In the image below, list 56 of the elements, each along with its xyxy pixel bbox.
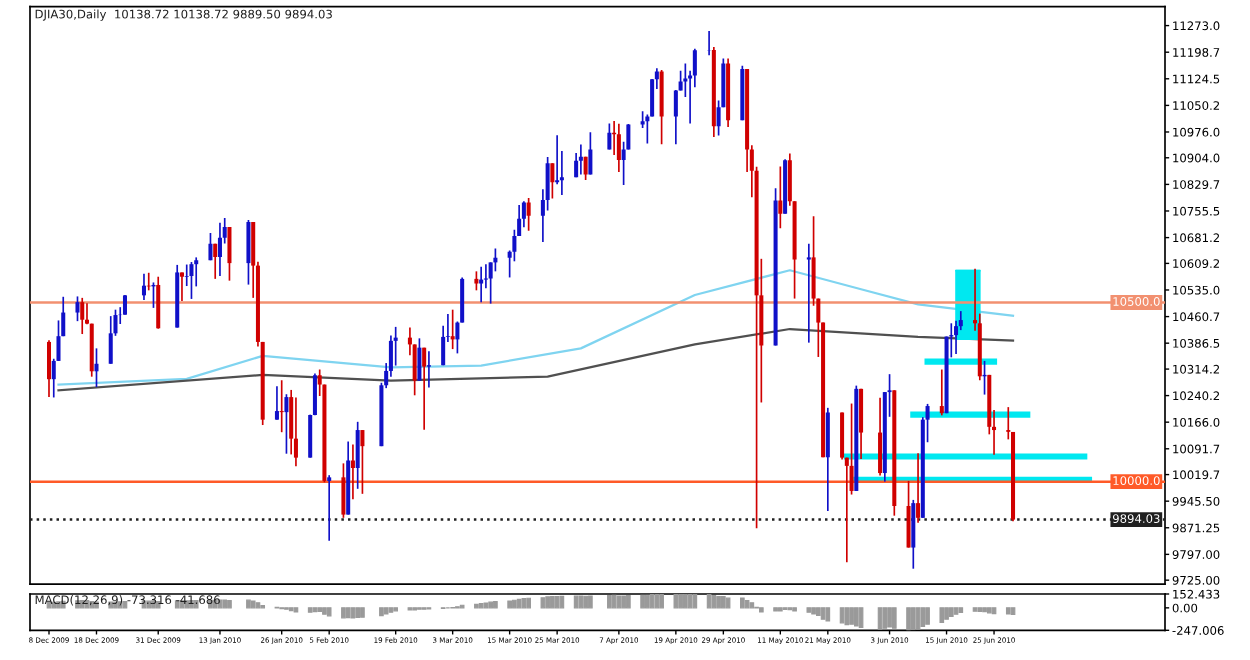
candlestick: [293, 396, 298, 468]
candlestick: [341, 462, 346, 519]
candlestick: [80, 297, 85, 335]
candlestick: [859, 388, 864, 460]
candlestick: [825, 407, 830, 512]
candlestick: [426, 350, 431, 389]
candlestick: [778, 165, 783, 230]
candlestick: [916, 452, 921, 524]
candlestick: [179, 271, 184, 302]
candlestick: [450, 308, 455, 350]
candlestick: [417, 337, 422, 382]
candlestick: [673, 89, 678, 146]
candlestick: [526, 197, 531, 232]
candlestick: [422, 346, 427, 431]
candlestick: [246, 219, 251, 286]
line-series: [57, 327, 1015, 392]
candlestick: [588, 131, 593, 176]
candlestick: [616, 122, 621, 173]
candlestick: [312, 372, 317, 417]
candlestick: [578, 143, 583, 176]
candlestick: [227, 226, 232, 282]
candlestick: [156, 275, 161, 330]
candlestick: [840, 411, 845, 461]
candlestick: [213, 242, 218, 280]
candlestick: [284, 393, 289, 455]
candlestick: [308, 413, 313, 459]
candlestick: [479, 265, 484, 303]
candlestick: [350, 443, 355, 501]
candlestick: [954, 319, 959, 355]
candlestick: [108, 315, 113, 365]
candlestick: [208, 232, 213, 262]
candlestick: [46, 339, 52, 398]
candlestick: [806, 242, 811, 344]
candlestick: [550, 162, 555, 200]
candlestick: [659, 69, 664, 146]
candlestick: [360, 429, 365, 495]
candlestick: [279, 379, 284, 434]
candlestick: [217, 221, 222, 277]
candlestick: [355, 420, 360, 490]
candlestick: [906, 480, 911, 549]
candlestick: [327, 474, 332, 542]
candlestick: [939, 368, 944, 417]
candlestick: [521, 200, 526, 229]
candlestick: [607, 122, 612, 151]
candlestick: [141, 273, 146, 301]
candlestick: [911, 499, 916, 570]
candlestick: [61, 295, 66, 338]
candlestick: [75, 295, 80, 322]
candlestick: [574, 152, 579, 178]
candlestick: [474, 270, 479, 292]
candlestick: [274, 385, 279, 421]
line-series: [57, 269, 1015, 386]
candlestick: [878, 396, 883, 477]
candlestick: [189, 261, 194, 300]
candlestick: [94, 347, 99, 388]
candlestick: [89, 322, 94, 378]
